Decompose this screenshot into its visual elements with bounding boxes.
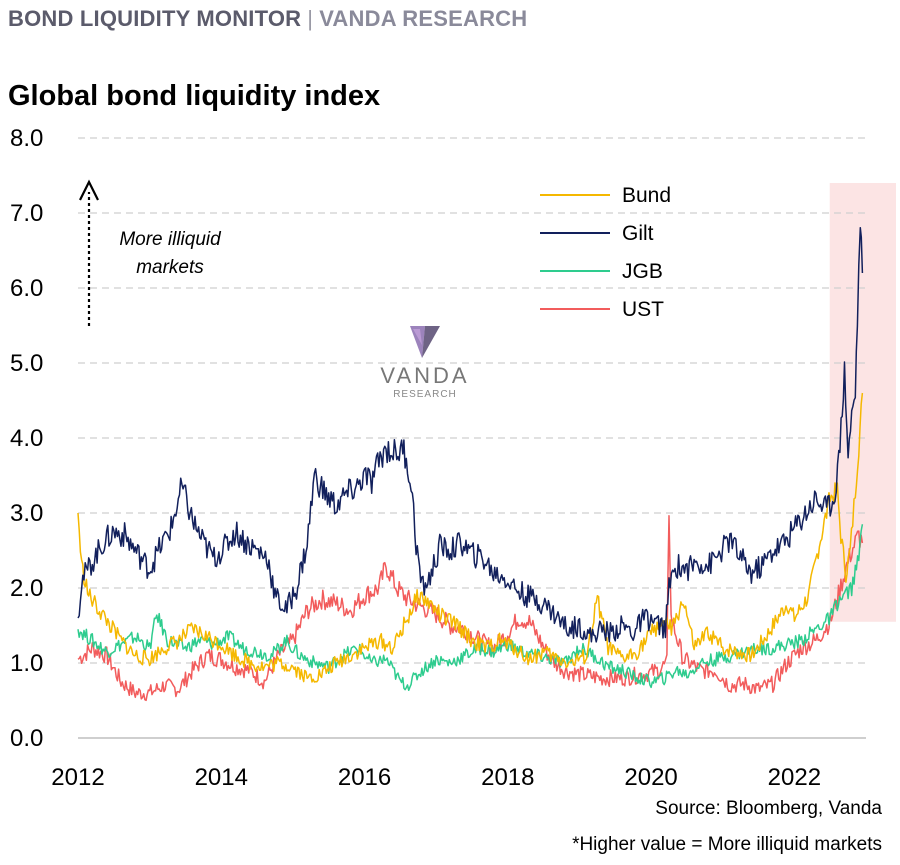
x-tick-label: 2016 <box>338 764 391 791</box>
x-tick-label: 2018 <box>481 764 534 791</box>
y-axis-ticks: 0.0 1.0 2.0 3.0 4.0 5.0 6.0 7.0 8.0 <box>10 125 43 752</box>
annotation-line-1: More illiquid <box>119 229 222 250</box>
illiquidity-arrow <box>79 179 99 326</box>
x-tick-label: 2012 <box>51 764 104 791</box>
footnote: *Higher value = More illiquid markets <box>572 834 882 855</box>
vanda-watermark: VANDA RESEARCH <box>380 326 469 400</box>
series-lines <box>77 226 864 702</box>
watermark-name: VANDA <box>380 363 469 388</box>
series-line-jgb <box>77 524 864 692</box>
x-axis-ticks: 2012 2014 2016 2018 2020 2022 <box>51 764 821 791</box>
x-tick-label: 2014 <box>195 764 248 791</box>
x-tick-label: 2020 <box>624 764 677 791</box>
y-tick-label: 6.0 <box>10 275 43 302</box>
y-tick-label: 0.0 <box>10 725 43 752</box>
header-brand: VANDA RESEARCH <box>319 6 528 31</box>
header-separator: | <box>307 6 314 31</box>
recent-highlight-region <box>829 183 896 622</box>
y-tick-label: 7.0 <box>10 200 43 227</box>
series-line-bund <box>77 392 864 683</box>
series-line-ust <box>77 515 864 702</box>
x-tick-label: 2022 <box>768 764 821 791</box>
legend-label-gilt: Gilt <box>622 222 654 245</box>
legend-label-ust: UST <box>622 298 664 321</box>
y-tick-label: 2.0 <box>10 575 43 602</box>
y-tick-label: 8.0 <box>10 125 43 152</box>
y-tick-label: 5.0 <box>10 350 43 377</box>
series-line-gilt <box>77 226 864 643</box>
vanda-logo-icon <box>410 326 440 358</box>
y-tick-label: 4.0 <box>10 425 43 452</box>
chart-title: Global bond liquidity index <box>8 80 381 112</box>
report-header: BOND LIQUIDITY MONITOR | VANDA RESEARCH <box>8 6 527 32</box>
source-note: Source: Bloomberg, Vanda <box>655 798 882 819</box>
gridlines <box>78 137 866 664</box>
y-tick-label: 1.0 <box>10 650 43 677</box>
annotation-line-2: markets <box>136 257 204 278</box>
legend-label-bund: Bund <box>622 184 671 207</box>
legend-label-jgb: JGB <box>622 260 663 283</box>
legend: Bund Gilt JGB UST <box>540 184 671 321</box>
header-title: BOND LIQUIDITY MONITOR <box>8 6 302 31</box>
watermark-sub: RESEARCH <box>393 389 457 400</box>
y-tick-label: 3.0 <box>10 500 43 527</box>
